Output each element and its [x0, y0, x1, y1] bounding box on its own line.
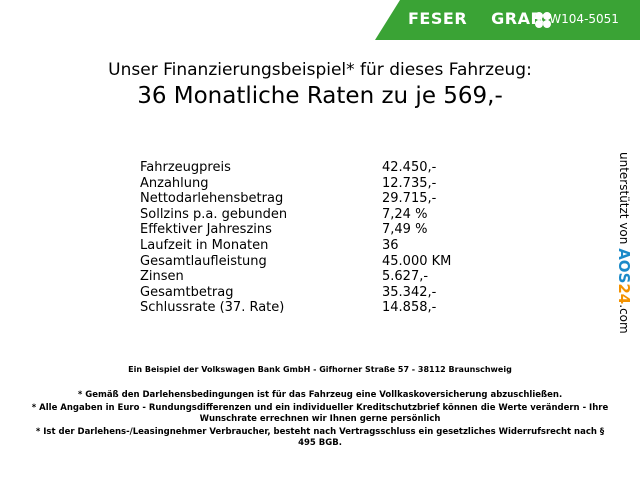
finance-table: Fahrzeugpreis 42.450,- Anzahlung 12.735,- Ne… — [140, 160, 460, 316]
table-row: Gesamtlaufleistung 45.000 KM — [140, 254, 460, 270]
table-row: Fahrzeugpreis 42.450,- — [140, 160, 460, 176]
sidebar-prefix: unterstützt von — [617, 152, 631, 245]
table-row: Effektiver Jahreszins 7,49 % — [140, 222, 460, 238]
row-label: Zinsen — [140, 269, 184, 285]
sidebar: unterstützt von AOS24.com — [615, 152, 633, 334]
row-label: Fahrzeugpreis — [140, 160, 231, 175]
row-label: Anzahlung — [140, 175, 209, 191]
note: * Alle Angaben in Euro - Rundungsdiffere… — [31, 403, 609, 424]
row-label: Laufzeit in Monaten — [140, 237, 269, 253]
row-value: 7,49 % — [382, 222, 428, 238]
row-value: 5.627,- — [382, 269, 429, 285]
notes: * Gemäß den Darlehensbedingungen ist für… — [30, 390, 610, 451]
row-label: Effektiver Jahreszins — [140, 222, 272, 238]
brand-left: FESER — [408, 9, 468, 28]
sidebar-suffix: .com — [617, 304, 631, 334]
row-value: 29.715,- — [382, 191, 437, 207]
table-row: Anzahlung 12.735,- — [140, 176, 460, 192]
row-label: Gesamtlaufleistung — [140, 253, 267, 269]
table-row: Zinsen 5.627,- — [140, 269, 460, 285]
row-value: 7,24 % — [382, 206, 428, 222]
table-row: Gesamtbetrag 35.342,- — [140, 285, 460, 301]
row-value: 45.000 KM — [382, 253, 452, 269]
row-value: 35.342,- — [382, 284, 437, 300]
table-row: Sollzins p.a. gebunden 7,24 % — [140, 207, 460, 223]
row-label: Gesamtbetrag — [140, 284, 234, 300]
brand-banner — [375, 0, 640, 40]
title-line2: 36 Monatliche Raten zu je 569,- — [137, 83, 503, 109]
row-value: 42.450,- — [382, 160, 437, 175]
row-value: 14.858,- — [382, 300, 437, 316]
vehicle-code: GW104-5051 — [540, 12, 619, 26]
row-label: Sollzins p.a. gebunden — [140, 206, 288, 222]
brand-right: GRAF — [491, 9, 542, 28]
row-label: Nettodarlehensbetrag — [140, 191, 284, 207]
note: * Ist der Darlehens-/Leasingnehmer Verbr… — [35, 427, 605, 448]
title-line1: Unser Finanzierungsbeispiel* für dieses … — [108, 60, 532, 80]
table-row: Schlussrate (37. Rate) 14.858,- — [140, 300, 460, 316]
row-value: 12.735,- — [382, 175, 437, 191]
logo-b: 24 — [615, 283, 633, 305]
lender: Ein Beispiel der Volkswagen Bank GmbH - … — [128, 365, 512, 374]
logo-a: AOS — [615, 248, 633, 284]
table-row: Laufzeit in Monaten 36 — [140, 238, 460, 254]
table-row: Nettodarlehensbetrag 29.715,- — [140, 191, 460, 207]
brand: FESER GRAF — [408, 9, 542, 28]
note: * Gemäß den Darlehensbedingungen ist für… — [77, 390, 563, 400]
row-label: Schlussrate (37. Rate) — [140, 300, 285, 316]
row-value: 36 — [382, 237, 399, 253]
